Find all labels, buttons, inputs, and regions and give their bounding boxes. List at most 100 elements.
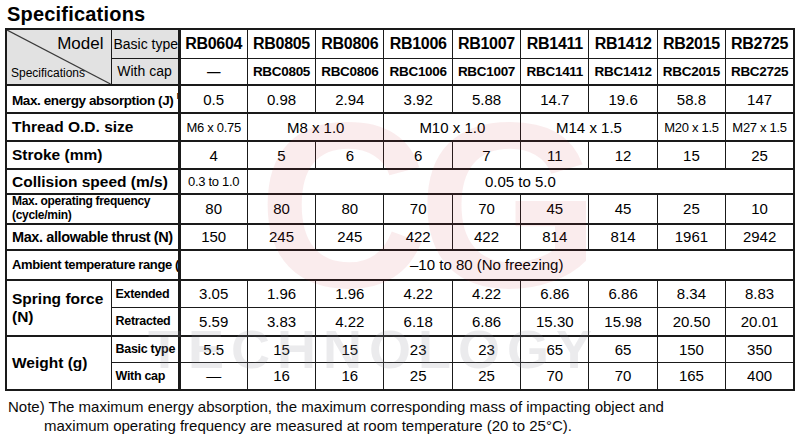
value-cell: 165: [657, 363, 725, 390]
value-cell: 15: [657, 141, 725, 169]
value-cell: 3.05: [179, 280, 247, 308]
value-cell: 6: [384, 141, 452, 169]
row-max-operating-frequency: Max. operating frequency (cycle/min) 80 …: [6, 194, 794, 224]
value-cell: 12: [589, 141, 657, 169]
value-cell: 5.5: [179, 336, 247, 363]
value-cell: 400: [726, 363, 794, 390]
row-max-allowable-thrust: Max. allowable thrust (N) 150 245 245 42…: [6, 224, 794, 250]
header-row-basic: Model Specifications Basic type RB0604 R…: [6, 29, 794, 58]
row-label: Max. allowable thrust (N): [6, 224, 179, 250]
value-cell: 16: [247, 363, 315, 390]
row-label: Thread O.D. size: [6, 113, 179, 141]
value-cell: –10 to 80 (No freezing): [179, 250, 794, 280]
model-name-cell: RB1006: [384, 29, 452, 58]
model-specs-diagonal-cell: Model Specifications: [6, 29, 111, 85]
value-cell: 23: [384, 336, 452, 363]
value-cell: M6 x 0.75: [179, 113, 247, 141]
row-stroke: Stroke (mm) 4 5 6 6 7 11 12 15 25: [6, 141, 794, 169]
value-cell: 25: [452, 363, 520, 390]
value-cell: 10: [726, 194, 794, 224]
value-cell: 19.6: [589, 85, 657, 113]
value-cell: 6: [316, 141, 384, 169]
value-cell: 3.92: [384, 85, 452, 113]
value-cell: 20.01: [726, 308, 794, 336]
value-cell: 4: [179, 141, 247, 169]
value-cell: 4.22: [316, 308, 384, 336]
model-name-cell: RB0604: [179, 29, 247, 58]
row-label: Ambient temperature range (°C): [6, 250, 179, 280]
value-cell: 80: [247, 194, 315, 224]
value-cell: 6.86: [589, 280, 657, 308]
value-cell: 16: [316, 363, 384, 390]
value-cell: M10 x 1.0: [384, 113, 521, 141]
value-cell: 150: [657, 336, 725, 363]
model-name-cell: RB1007: [452, 29, 520, 58]
value-cell: 0.05 to 5.0: [247, 169, 794, 194]
value-cell: M8 x 1.0: [247, 113, 384, 141]
value-cell: 3.83: [247, 308, 315, 336]
value-cell: 1.96: [316, 280, 384, 308]
value-cell: 14.7: [521, 85, 589, 113]
value-cell: 25: [726, 141, 794, 169]
value-cell: 15.30: [521, 308, 589, 336]
value-cell: 7: [452, 141, 520, 169]
value-cell: 70: [521, 363, 589, 390]
row-label-line1: Spring force: [12, 290, 109, 308]
value-cell: 15: [316, 336, 384, 363]
value-cell: 11: [521, 141, 589, 169]
row-collision-speed: Collision speed (m/s) 0.3 to 1.0 0.05 to…: [6, 169, 794, 194]
value-cell: 45: [521, 194, 589, 224]
value-cell: 80: [316, 194, 384, 224]
value-cell: 70: [589, 363, 657, 390]
value-cell: M20 x 1.5: [657, 113, 725, 141]
footnote-line2: maximum operating frequency are measured…: [8, 416, 800, 436]
value-cell: 80: [179, 194, 247, 224]
model-name-cell: RBC1411: [521, 58, 589, 85]
extended-sublabel: Extended: [111, 280, 179, 308]
value-cell: 150: [179, 224, 247, 250]
model-name-cell: RBC2725: [726, 58, 794, 85]
row-label: Max. energy absorption (J) Note): [6, 85, 179, 113]
value-cell: 422: [452, 224, 520, 250]
row-spring-force-retracted: Retracted 5.59 3.83 4.22 6.18 6.86 15.30…: [6, 308, 794, 336]
weight-label: Weight (g): [6, 336, 111, 390]
specifications-table: Model Specifications Basic type RB0604 R…: [5, 28, 795, 391]
value-cell: 814: [589, 224, 657, 250]
value-cell: 65: [521, 336, 589, 363]
value-cell: 4.22: [384, 280, 452, 308]
row-label: Max. operating frequency (cycle/min): [6, 194, 179, 224]
model-name-cell: RB0806: [316, 29, 384, 58]
value-cell: —: [179, 363, 247, 390]
page-title: Specifications: [0, 0, 800, 28]
value-cell: 245: [316, 224, 384, 250]
header-row-with-cap: With cap — RBC0805 RBC0806 RBC1006 RBC10…: [6, 58, 794, 85]
value-cell: 6.18: [384, 308, 452, 336]
value-cell: 15: [247, 336, 315, 363]
row-label-line2: (cycle/min): [12, 209, 176, 223]
value-cell: 6.86: [452, 308, 520, 336]
value-cell: 45: [589, 194, 657, 224]
value-cell: 814: [521, 224, 589, 250]
value-cell: 0.5: [179, 85, 247, 113]
row-label-line1: Max. operating frequency: [12, 195, 176, 209]
spring-force-label: Spring force (N): [6, 280, 111, 336]
value-cell: 350: [726, 336, 794, 363]
value-cell: 58.8: [657, 85, 725, 113]
value-cell: M27 x 1.5: [726, 113, 794, 141]
value-cell: 5.88: [452, 85, 520, 113]
value-cell: 8.34: [657, 280, 725, 308]
model-header-label: Model: [57, 34, 103, 54]
value-cell: 0.3 to 1.0: [179, 169, 247, 194]
model-name-cell: RB0805: [247, 29, 315, 58]
value-cell: 65: [589, 336, 657, 363]
with-cap-sublabel: With cap: [111, 363, 179, 390]
value-cell: 8.83: [726, 280, 794, 308]
value-cell: 4.22: [452, 280, 520, 308]
row-label: Stroke (mm): [6, 141, 179, 169]
basic-type-sublabel: Basic type: [111, 336, 179, 363]
model-name-cell: RBC1412: [589, 58, 657, 85]
model-name-cell: RBC1006: [384, 58, 452, 85]
value-cell: 20.50: [657, 308, 725, 336]
value-cell: 5: [247, 141, 315, 169]
row-label-line2: (N): [12, 308, 109, 326]
